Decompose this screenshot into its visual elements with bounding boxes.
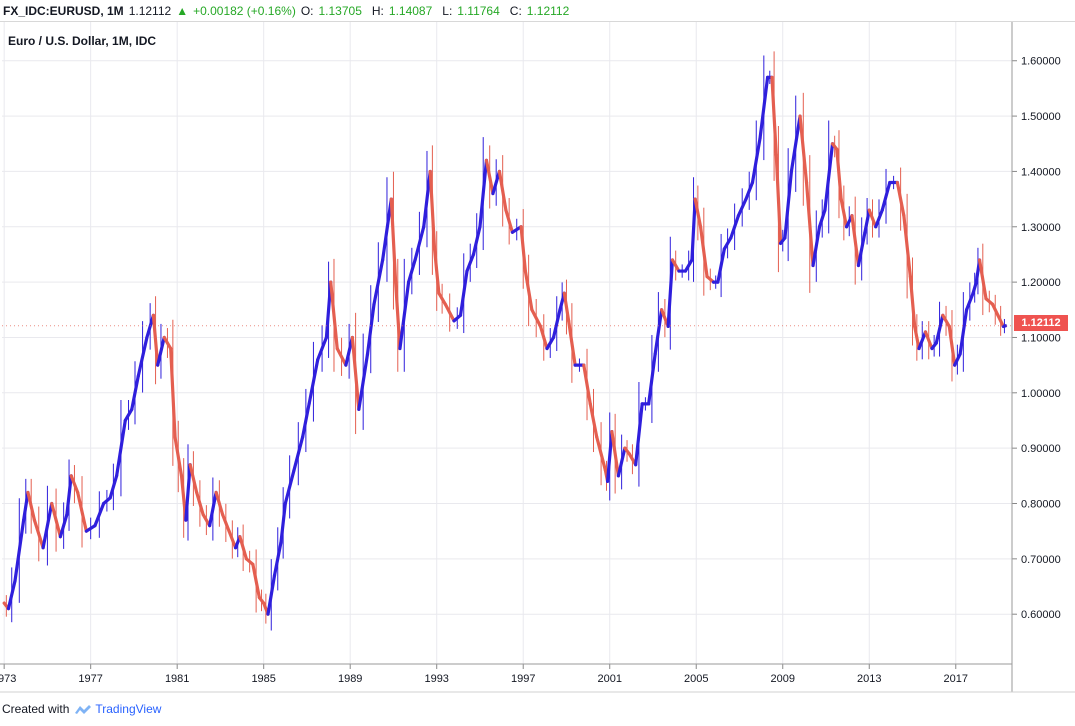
open-label: O: [300,3,314,18]
y-tick-label: 1.40000 [1021,166,1061,178]
ohlc-high: H: 1.14087 [372,4,437,18]
open-value: 1.13705 [318,3,362,18]
x-tick-label: 1997 [511,673,535,685]
close-label: C: [509,3,522,18]
y-tick-label: 1.50000 [1021,111,1061,123]
tradingview-brand: TradingView [95,702,162,716]
ohlc-low: L: 1.11764 [442,4,505,18]
x-tick-label: 1989 [338,673,362,685]
x-tick-label: 2017 [944,673,968,685]
y-tick-label: 0.90000 [1021,443,1061,455]
attribution-footer[interactable]: Created with TradingView [2,702,161,716]
x-tick-label: 2005 [684,673,708,685]
last-price: 1.12112 [128,3,172,18]
y-tick-label: 1.10000 [1021,332,1061,344]
x-tick-label: 2009 [771,673,795,685]
chart-header: FX_IDC:EURUSD, 1M 1.12112 ▲ +0.00182 (+0… [0,0,1075,22]
y-tick-label: 1.00000 [1021,388,1061,400]
x-tick-label: 1993 [424,673,448,685]
high-value: 1.14087 [388,3,433,18]
x-tick-label: 2001 [597,673,621,685]
y-tick-label: 1.20000 [1021,277,1061,289]
close-value: 1.12112 [526,3,570,18]
x-tick-label: 1973 [0,673,16,685]
low-label: L: [442,3,453,18]
high-label: H: [371,3,384,18]
x-tick-label: 1977 [78,673,102,685]
price-change: +0.00182 (+0.16%) [193,3,296,18]
y-tick-label: 1.60000 [1021,56,1061,68]
x-tick-label: 1985 [251,673,275,685]
ohlc-open: O: 1.13705 [301,4,367,18]
y-tick-label: 0.70000 [1021,554,1061,566]
last-price-tag: 1.12112 [1014,315,1068,331]
tradingview-logo-icon [75,705,92,714]
created-with-text: Created with [2,702,70,716]
symbol-label[interactable]: FX_IDC:EURUSD, 1M [3,3,124,18]
y-tick-label: 1.30000 [1021,222,1061,234]
low-value: 1.11764 [457,3,500,18]
ohlc-close: C: 1.12112 [510,4,575,18]
x-tick-label: 1981 [165,673,189,685]
up-arrow-icon: ▲ [176,3,189,18]
series-legend-title: Euro / U.S. Dollar, 1M, IDC [8,34,157,48]
y-tick-label: 0.60000 [1021,609,1061,621]
y-tick-label: 0.80000 [1021,499,1061,511]
price-chart[interactable]: 0.60000 0.70000 0.80000 0.90000 1.00000 1.100… [0,22,1075,702]
x-tick-label: 2013 [857,673,881,685]
